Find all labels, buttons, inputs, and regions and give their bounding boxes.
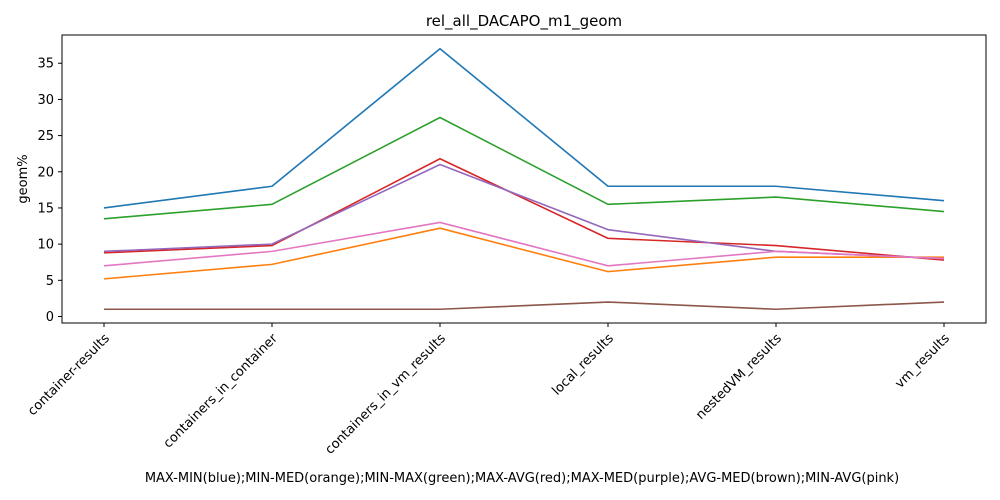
x-tick-label: nestedVM_results bbox=[693, 331, 785, 423]
y-axis-label: geom% bbox=[16, 154, 31, 203]
x-tick-label: containers_in_vm_results bbox=[323, 331, 449, 457]
y-tick-label: 25 bbox=[37, 129, 54, 144]
y-tick-label: 5 bbox=[46, 274, 54, 289]
y-tick-label: 15 bbox=[37, 201, 54, 216]
x-tick-label: local_results bbox=[549, 331, 617, 399]
series-layer bbox=[103, 47, 945, 311]
plot-frame bbox=[61, 34, 987, 324]
series-line-5 bbox=[104, 301, 945, 311]
x-tick-label: vm_results bbox=[892, 331, 953, 392]
y-tick-label: 35 bbox=[37, 57, 54, 72]
series-line-3 bbox=[103, 157, 945, 261]
x-axis-label: MAX-MIN(blue);MIN-MED(orange);MIN-MAX(gr… bbox=[145, 471, 899, 486]
chart-title: rel_all_DACAPO_m1_geom bbox=[426, 12, 622, 31]
y-tick-label: 30 bbox=[37, 93, 54, 108]
y-tick-label: 20 bbox=[37, 165, 54, 180]
x-tick-label: container-results bbox=[25, 331, 113, 419]
y-tick-label: 10 bbox=[37, 238, 54, 253]
series-line-0 bbox=[103, 47, 945, 209]
series-line-1 bbox=[103, 227, 944, 280]
y-tick-label: 0 bbox=[46, 310, 54, 325]
y-axis: 0 5 10 15 20 25 30 35 bbox=[37, 57, 62, 325]
x-axis: container-results containers_in_container… bbox=[25, 323, 953, 458]
series-line-2 bbox=[103, 116, 945, 220]
x-tick-label: containers_in_container bbox=[161, 331, 282, 452]
series-line-6 bbox=[103, 221, 945, 267]
